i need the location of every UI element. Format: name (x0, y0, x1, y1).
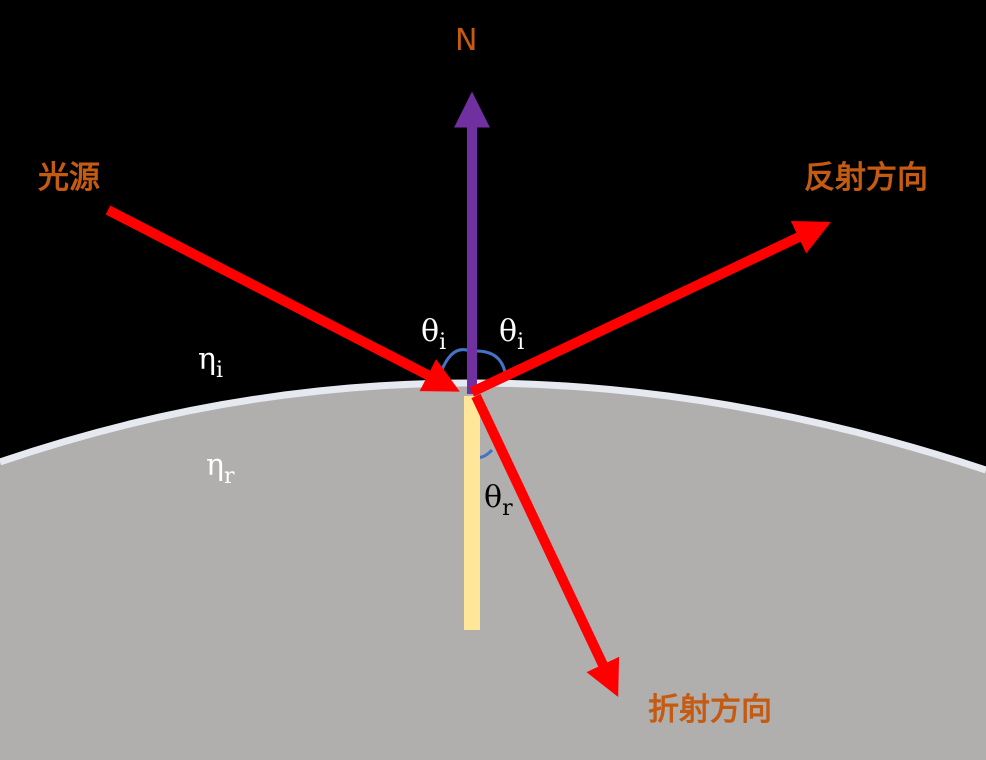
eta-incident-base: η (198, 342, 216, 377)
medium-surface (0, 382, 986, 760)
eta-incident-label: ηi (198, 342, 223, 383)
reflected-ray (469, 220, 832, 397)
incident-ray (105, 205, 460, 392)
theta-refract-base: θ (484, 480, 502, 515)
theta-incident-base: θ (421, 314, 439, 349)
normal-label: N (455, 23, 477, 58)
angle-arc-reflect (473, 349, 507, 373)
theta-reflect-sub: i (517, 330, 524, 355)
eta-refract-sub: r (224, 464, 235, 489)
theta-refract-sub: r (502, 496, 513, 521)
eta-incident-sub: i (216, 358, 223, 383)
theta-reflect-label: θi (499, 314, 524, 355)
reflect-direction-label: 反射方向 (804, 160, 928, 196)
light-source-label: 光源 (38, 160, 100, 196)
eta-refract-label: ηr (206, 448, 235, 489)
theta-refract-label: θr (484, 480, 513, 521)
refract-direction-label: 折射方向 (648, 692, 772, 728)
refracted-ray (471, 393, 620, 698)
theta-incident-sub: i (439, 330, 446, 355)
theta-incident-label: θi (421, 314, 446, 355)
eta-refract-base: η (206, 448, 224, 483)
theta-reflect-base: θ (499, 314, 517, 349)
